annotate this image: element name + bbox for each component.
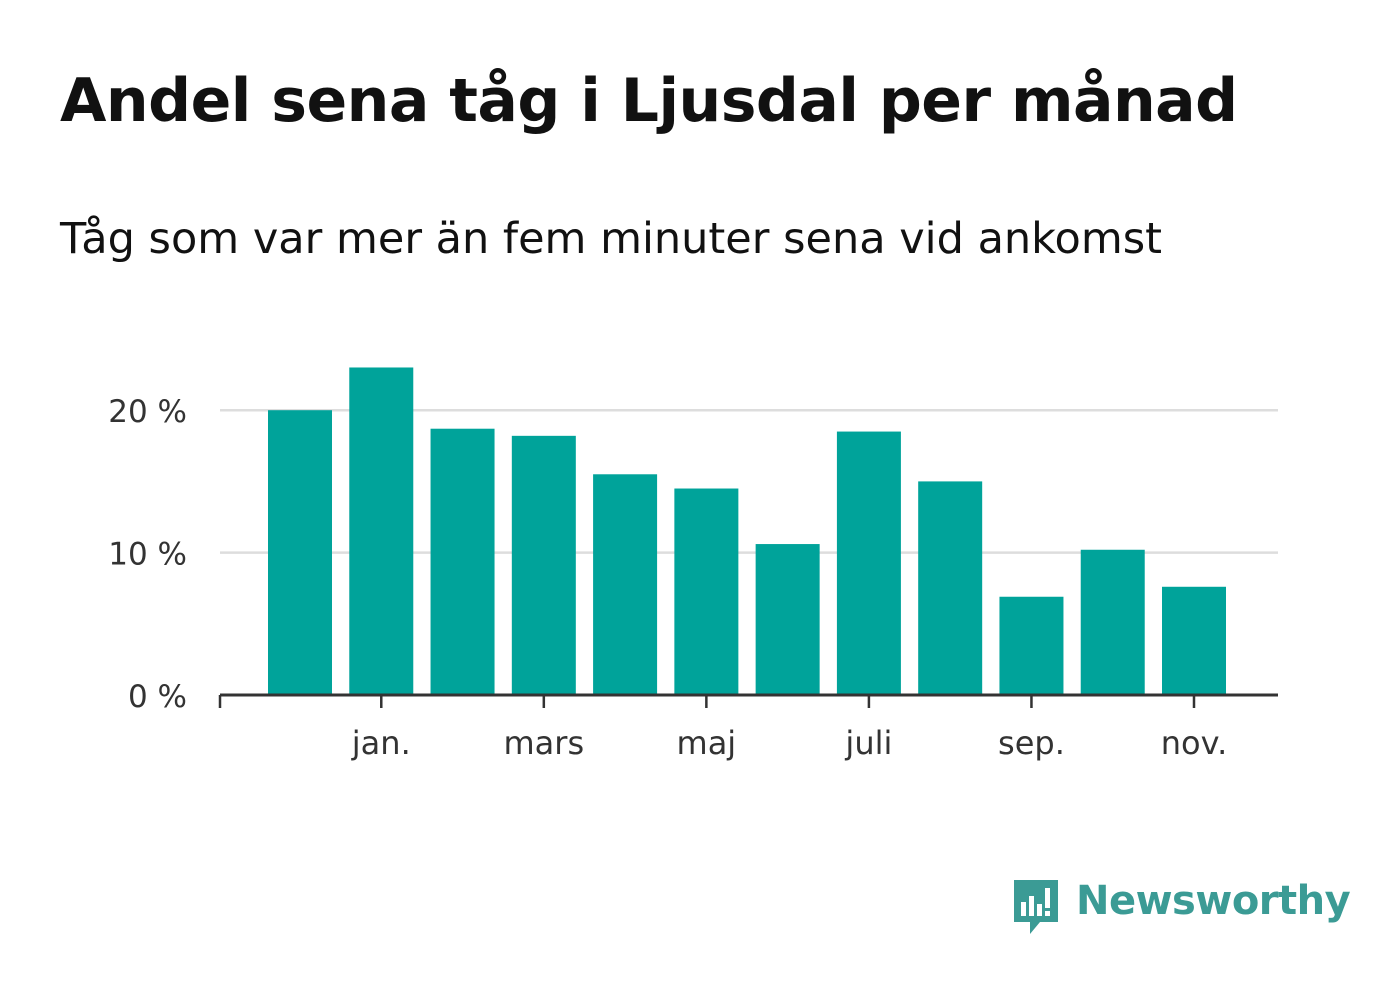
x-tick-label: sep. [998,724,1065,762]
bar [593,474,658,695]
brand-logo: Newsworthy [1010,876,1351,940]
bar [674,488,739,695]
bar [999,596,1064,695]
brand-name: Newsworthy [1076,878,1351,924]
chart-title: Andel sena tåg i Ljusdal per månad [60,66,1238,136]
bar [1080,549,1145,695]
y-tick-label: 10 % [108,537,187,573]
bar [349,367,414,695]
x-tick-label: jan. [351,724,411,762]
x-tick-label: mars [504,724,585,762]
y-tick-label: 20 % [108,394,187,430]
bar [836,431,901,695]
bar [918,481,983,695]
bar [268,410,332,695]
bar [755,544,820,695]
y-tick-label: 0 % [128,679,187,715]
newsworthy-logo-icon [1014,880,1058,934]
bar [511,435,576,695]
x-tick-label: juli [844,724,892,762]
x-tick-label: maj [677,724,737,762]
bar [430,428,495,695]
x-tick-label: nov. [1161,724,1227,762]
chart-subtitle: Tåg som var mer än fem minuter sena vid … [60,214,1163,264]
bar [1162,586,1226,695]
